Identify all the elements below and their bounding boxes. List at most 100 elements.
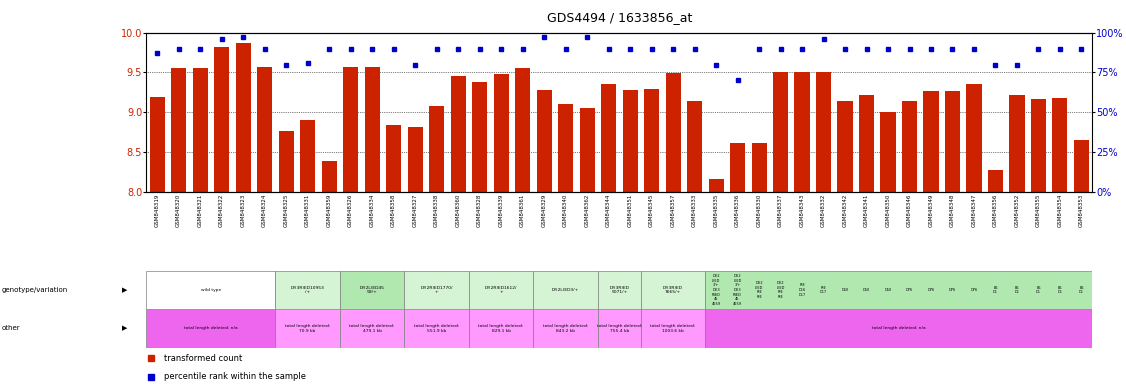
Bar (150, 97, 164, 192)
Bar (708, 179, 724, 192)
Bar (751, 142, 767, 192)
Text: GSM848347: GSM848347 (972, 194, 976, 227)
Bar (580, 108, 595, 192)
Text: GSM848338: GSM848338 (435, 194, 439, 227)
Text: GSM848362: GSM848362 (584, 194, 590, 227)
Bar (966, 84, 982, 192)
Text: D50: D50 (884, 288, 892, 292)
Bar (429, 106, 444, 192)
Bar (772, 72, 788, 192)
Text: total length deleted:
479.1 kb: total length deleted: 479.1 kb (349, 324, 395, 333)
Bar (1053, 98, 1067, 192)
Bar (193, 68, 207, 192)
Bar (1074, 140, 1089, 192)
Text: Df(2R)ED1612/
+: Df(2R)ED1612/ + (485, 286, 517, 294)
Bar (404, 271, 468, 309)
Text: GDS4494 / 1633856_at: GDS4494 / 1633856_at (546, 12, 692, 25)
Text: B5
D1: B5 D1 (1015, 286, 1019, 294)
Bar (300, 120, 315, 192)
Text: Df(2R)ED1770/
+: Df(2R)ED1770/ + (420, 286, 453, 294)
Bar (340, 309, 404, 348)
Text: GSM848361: GSM848361 (520, 194, 525, 227)
Bar (450, 76, 466, 192)
Bar (468, 271, 534, 309)
Text: RIE
D16
D17: RIE D16 D17 (798, 283, 805, 296)
Text: GSM848344: GSM848344 (606, 194, 611, 227)
Bar (276, 309, 340, 348)
Text: B5
D1: B5 D1 (993, 286, 998, 294)
Text: wild type: wild type (200, 288, 221, 292)
Text: total length deleted:
829.1 kb: total length deleted: 829.1 kb (479, 324, 524, 333)
Text: GSM848357: GSM848357 (671, 194, 676, 227)
Text: RIE
D17: RIE D17 (820, 286, 828, 294)
Bar (493, 74, 509, 192)
Text: GSM848327: GSM848327 (412, 194, 418, 227)
Text: D50: D50 (841, 288, 849, 292)
Text: GSM848354: GSM848354 (1057, 194, 1063, 227)
Text: GSM848345: GSM848345 (649, 194, 654, 227)
Bar (472, 82, 488, 192)
Text: B5
D1: B5 D1 (1036, 286, 1040, 294)
Text: GSM848326: GSM848326 (348, 194, 354, 227)
Bar (171, 68, 186, 192)
Bar (730, 142, 745, 192)
Text: D76: D76 (906, 288, 913, 292)
Bar (278, 131, 294, 192)
Bar (468, 309, 534, 348)
Text: percentile rank within the sample: percentile rank within the sample (164, 372, 306, 381)
Bar (558, 104, 573, 192)
Text: GSM848355: GSM848355 (1036, 194, 1040, 227)
Text: D76: D76 (971, 288, 977, 292)
Bar (641, 271, 705, 309)
Bar (365, 67, 379, 192)
Text: B5
D1: B5 D1 (1079, 286, 1084, 294)
Text: Df(2
L)ED
3/+
Df(3
R)ED
45
4559: Df(2 L)ED 3/+ Df(3 R)ED 45 4559 (733, 274, 742, 306)
Text: GSM848340: GSM848340 (563, 194, 568, 227)
Bar (146, 309, 276, 348)
Bar (988, 170, 1003, 192)
Text: total length deleted: n/a: total length deleted: n/a (872, 326, 926, 330)
Text: GSM848359: GSM848359 (327, 194, 331, 227)
Bar (859, 95, 874, 192)
Text: genotype/variation: genotype/variation (1, 287, 68, 293)
Bar (838, 101, 852, 192)
Text: GSM848336: GSM848336 (735, 194, 740, 227)
Bar (641, 309, 705, 348)
Text: GSM848343: GSM848343 (799, 194, 804, 227)
Bar (687, 101, 703, 192)
Text: GSM848329: GSM848329 (542, 194, 546, 227)
Bar (276, 271, 340, 309)
Bar (343, 67, 358, 192)
Text: GSM848351: GSM848351 (627, 194, 633, 227)
Bar (665, 73, 680, 192)
Text: GSM848333: GSM848333 (692, 194, 697, 227)
Text: GSM848342: GSM848342 (842, 194, 848, 227)
Text: GSM848322: GSM848322 (220, 194, 224, 227)
Text: ▶: ▶ (122, 287, 127, 293)
Text: GSM848335: GSM848335 (714, 194, 718, 227)
Bar (235, 43, 251, 192)
Text: GSM848328: GSM848328 (477, 194, 482, 227)
Text: D76: D76 (949, 288, 956, 292)
Bar (534, 271, 598, 309)
Text: GSM848319: GSM848319 (154, 194, 160, 227)
Bar (705, 309, 1092, 348)
Text: Df(3R)ED
7665/+: Df(3R)ED 7665/+ (663, 286, 683, 294)
Text: GSM848349: GSM848349 (929, 194, 933, 227)
Text: Df(3R)ED
5071/+: Df(3R)ED 5071/+ (609, 286, 629, 294)
Text: total length deleted:
1003.6 kb: total length deleted: 1003.6 kb (651, 324, 696, 333)
Text: transformed count: transformed count (164, 354, 242, 363)
Text: ▶: ▶ (122, 325, 127, 331)
Text: GSM848339: GSM848339 (499, 194, 503, 227)
Bar (598, 271, 641, 309)
Bar (146, 271, 276, 309)
Text: GSM848346: GSM848346 (908, 194, 912, 227)
Text: GSM848341: GSM848341 (864, 194, 869, 227)
Text: GSM848331: GSM848331 (305, 194, 310, 227)
Bar (404, 309, 468, 348)
Text: total length deleted:
755.4 kb: total length deleted: 755.4 kb (597, 324, 642, 333)
Text: GSM848332: GSM848332 (821, 194, 826, 227)
Bar (644, 89, 659, 192)
Text: GSM848330: GSM848330 (757, 194, 761, 227)
Text: GSM848324: GSM848324 (262, 194, 267, 227)
